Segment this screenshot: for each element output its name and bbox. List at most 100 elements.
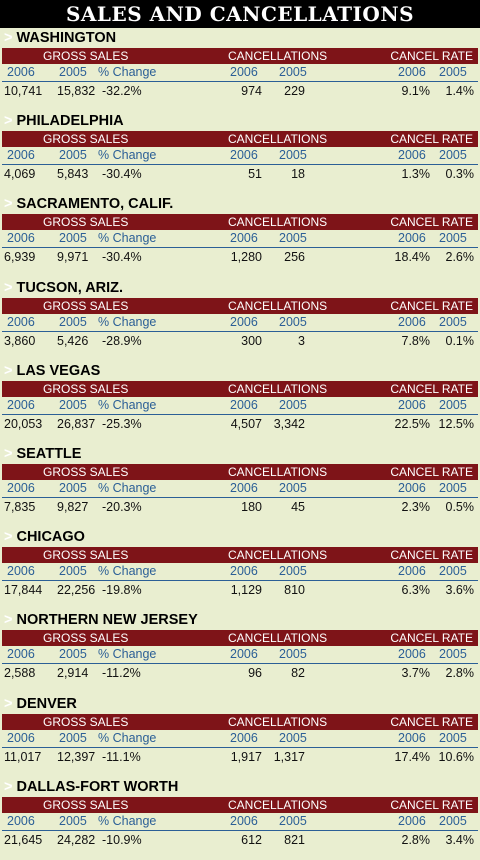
cancellations-header: CANCELLATIONS — [228, 381, 328, 396]
cancel-rate-header: CANCEL RATE — [390, 631, 473, 646]
gross-sales-2005-value: 5,843 — [57, 167, 89, 182]
cancel-rate-2006-label: 2006 — [398, 314, 426, 329]
gross-sales-2006-label: 2006 — [7, 813, 35, 828]
cancellations-2005-value: 3 — [298, 333, 305, 348]
cancel-rate-2005-label: 2005 — [439, 65, 467, 79]
cancel-rate-2005-value: 2.8% — [445, 666, 475, 681]
cancel-rate-2006-label: 2006 — [398, 647, 426, 662]
cancellations-2006-label: 2006 — [230, 564, 258, 579]
chevron-right-icon: > — [4, 695, 13, 712]
chevron-right-icon: > — [4, 113, 13, 130]
cancellations-2005-value: 1,317 — [273, 749, 305, 764]
cancel-rate-2005-label: 2005 — [439, 813, 467, 828]
gross-sales-header: GROSS SALES — [43, 49, 129, 63]
pct-change-label: % Change — [98, 231, 157, 246]
year-row: 2006 2005 % Change 2006 2005 2006 2005 — [2, 563, 478, 582]
city-name-row: > CHICAGO — [4, 527, 85, 547]
cancellations-2005-value: 229 — [284, 84, 305, 98]
chevron-right-icon: > — [4, 30, 13, 46]
gross-sales-2005-label: 2005 — [59, 65, 87, 79]
city-name-row: > SACRAMENTO, CALIF. — [4, 194, 173, 214]
gross-sales-2006-value: 3,860 — [4, 333, 36, 348]
cancel-rate-2005-label: 2005 — [439, 647, 467, 662]
pct-change-label: % Change — [98, 564, 157, 579]
city-section: > CHICAGO GROSS SALES CANCELLATIONS CANCE… — [0, 527, 480, 610]
gross-sales-2006-value: 4,069 — [4, 167, 36, 182]
city-name: WASHINGTON — [16, 30, 117, 46]
cancel-rate-2006-label: 2006 — [398, 148, 426, 163]
gross-sales-2005-value: 22,256 — [57, 583, 96, 598]
cancel-rate-2006-value: 7.8% — [401, 333, 431, 348]
header-bar: GROSS SALES CANCELLATIONS CANCEL RATE — [2, 713, 478, 730]
cancellations-header: CANCELLATIONS — [228, 548, 328, 563]
pct-change-label: % Change — [98, 480, 157, 495]
city-name-row: > TUCSON, ARIZ. — [4, 278, 123, 298]
cancellations-2005-label: 2005 — [279, 730, 307, 745]
cancellations-2006-label: 2006 — [230, 148, 258, 163]
value-row: 10,741 15,832 -32.2% 974 229 9.1% 1.4% — [2, 82, 478, 100]
gross-sales-2005-label: 2005 — [59, 397, 87, 412]
gross-sales-2006-label: 2006 — [7, 314, 35, 329]
gross-sales-2005-label: 2005 — [59, 480, 87, 495]
cancellations-2006-value: 1,129 — [230, 583, 262, 598]
city-name-row: > DALLAS-FORT WORTH — [4, 777, 178, 797]
gross-sales-2005-value: 26,837 — [57, 416, 96, 431]
city-table: > WASHINGTON GROSS SALES CANCELLATIONS CA… — [0, 28, 480, 860]
gross-sales-2006-label: 2006 — [7, 730, 35, 745]
gross-sales-2005-label: 2005 — [59, 647, 87, 662]
cancellations-header: CANCELLATIONS — [228, 714, 328, 729]
city-section: > WASHINGTON GROSS SALES CANCELLATIONS CA… — [0, 28, 480, 111]
city-name: DENVER — [16, 695, 77, 712]
cancel-rate-header: CANCEL RATE — [390, 49, 473, 63]
gross-sales-2005-value: 9,827 — [57, 499, 89, 514]
cancellations-2006-label: 2006 — [230, 65, 258, 79]
city-name-row: > SEATTLE — [4, 444, 81, 464]
cancel-rate-header: CANCEL RATE — [390, 381, 473, 396]
cancellations-2005-value: 3,342 — [273, 416, 305, 431]
pct-change-value: -32.2% — [102, 84, 142, 98]
year-row: 2006 2005 % Change 2006 2005 2006 2005 — [2, 314, 478, 332]
gross-sales-2006-value: 7,835 — [4, 499, 36, 514]
cancellations-2005-value: 18 — [291, 167, 305, 182]
header-bar: GROSS SALES CANCELLATIONS CANCEL RATE — [2, 297, 478, 314]
cancellations-2006-label: 2006 — [230, 314, 258, 329]
cancel-rate-2005-value: 0.5% — [445, 499, 475, 514]
gross-sales-2005-value: 2,914 — [57, 666, 89, 681]
cancellations-2006-label: 2006 — [230, 647, 258, 662]
gross-sales-2006-value: 10,741 — [4, 84, 43, 98]
cancel-rate-2005-value: 2.6% — [445, 250, 475, 265]
cancel-rate-2006-value: 2.8% — [401, 832, 431, 847]
page-title: SALES AND CANCELLATIONS — [0, 0, 480, 28]
value-row: 6,939 9,971 -30.4% 1,280 256 18.4% 2.6% — [2, 248, 478, 266]
cancel-rate-header: CANCEL RATE — [390, 714, 473, 729]
value-row: 17,844 22,256 -19.8% 1,129 810 6.3% 3.6% — [2, 581, 478, 599]
cancel-rate-2006-label: 2006 — [398, 813, 426, 828]
gross-sales-2005-label: 2005 — [59, 564, 87, 579]
city-name-row: > NORTHERN NEW JERSEY — [4, 610, 198, 630]
city-name-row: > PHILADELPHIA — [4, 111, 124, 131]
gross-sales-header: GROSS SALES — [43, 132, 129, 147]
gross-sales-2005-value: 9,971 — [57, 250, 89, 265]
cancel-rate-2005-value: 3.4% — [445, 832, 475, 847]
cancellations-2006-value: 96 — [248, 666, 262, 681]
cancellations-2005-value: 82 — [291, 666, 305, 681]
cancel-rate-header: CANCEL RATE — [390, 548, 473, 563]
gross-sales-2006-label: 2006 — [7, 480, 35, 495]
cancel-rate-2006-value: 1.3% — [401, 167, 431, 182]
cancel-rate-2005-label: 2005 — [439, 730, 467, 745]
header-bar: GROSS SALES CANCELLATIONS CANCEL RATE — [2, 796, 478, 813]
cancellations-header: CANCELLATIONS — [228, 464, 328, 479]
header-bar: GROSS SALES CANCELLATIONS CANCEL RATE — [2, 131, 478, 148]
cancellations-2006-value: 4,507 — [230, 416, 262, 431]
cancellations-2005-label: 2005 — [279, 647, 307, 662]
pct-change-label: % Change — [98, 813, 157, 828]
city-section: > SEATTLE GROSS SALES CANCELLATIONS CANCE… — [0, 444, 480, 527]
gross-sales-2006-label: 2006 — [7, 647, 35, 662]
cancel-rate-header: CANCEL RATE — [390, 215, 473, 230]
city-name-row: > WASHINGTON — [4, 28, 116, 48]
pct-change-label: % Change — [98, 148, 157, 163]
chevron-right-icon: > — [4, 445, 13, 462]
cancel-rate-2006-label: 2006 — [398, 564, 426, 579]
cancel-rate-2006-value: 9.1% — [401, 84, 431, 98]
city-name: NORTHERN NEW JERSEY — [16, 612, 198, 629]
